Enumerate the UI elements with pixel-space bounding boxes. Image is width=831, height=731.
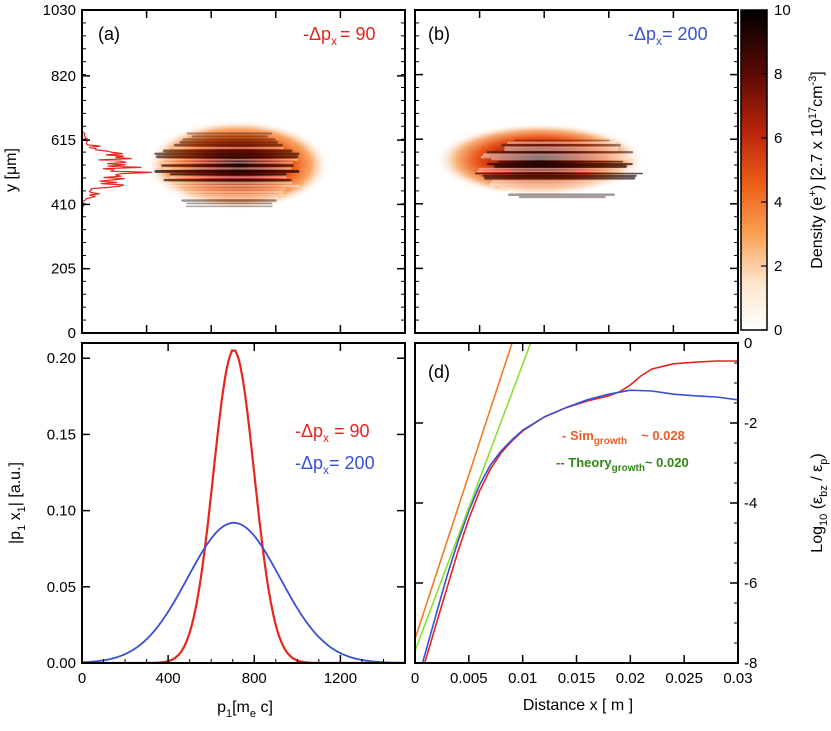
colorbar-gradient xyxy=(740,9,768,331)
series-line-orange xyxy=(415,343,513,640)
y-tick-label: 0.15 xyxy=(47,426,76,443)
panel-a-density: 0 205 410 615 820 1030 (a) -Δpx = 90 y [μm] xyxy=(3,2,406,342)
series-line-green xyxy=(415,343,532,652)
density-stripes-b xyxy=(474,139,644,201)
series-line-blue xyxy=(421,389,738,663)
annotation-theory-growth: -- Theorygrowth~ 0.020 xyxy=(556,455,689,474)
panel-c-frame xyxy=(81,342,406,664)
panel-b-annotation: -Δpx= 200 xyxy=(628,24,708,48)
y-tick-label: 0.20 xyxy=(47,350,76,367)
panel-c-momentum: 0 400 800 1200 0.00 0.05 0.10 0.15 0.20 -Δpx = 9… xyxy=(7,342,406,720)
x-tick-label: 0.005 xyxy=(450,670,488,687)
colorbar-tick-label: 2 xyxy=(774,258,782,275)
colorbar-tick-label: 0 xyxy=(774,322,782,339)
x-tick-label: 0.02 xyxy=(616,670,645,687)
x-tick-label: 0.01 xyxy=(508,670,537,687)
panel-d-label: (d) xyxy=(428,362,450,382)
legend-red: -Δpx = 90 xyxy=(295,421,370,445)
panel-a-ticks: 0 205 410 615 820 1030 xyxy=(43,2,405,342)
panel-a-annotation: -Δpx = 90 xyxy=(303,24,376,48)
x-tick-label: 0 xyxy=(78,670,86,687)
annotation-sim-growth: - Simgrowth ~ 0.028 xyxy=(562,428,685,447)
panel-d-y-axis-label: Log10 (εbz / εp) xyxy=(809,453,830,552)
y-tick-label: 0.05 xyxy=(47,579,76,596)
y-tick-label: 0 xyxy=(68,325,76,342)
x-tick-label: 400 xyxy=(156,670,181,687)
y-tick-label: 0.00 xyxy=(47,655,76,672)
series-line-blue xyxy=(82,521,405,663)
y-tick-label: 410 xyxy=(51,196,76,213)
x-tick-label: 0.015 xyxy=(558,670,596,687)
y-tick-label: -8 xyxy=(744,655,757,672)
x-tick-label: 0.025 xyxy=(665,670,703,687)
series-line-red xyxy=(423,360,738,663)
colorbar-tick-label: 4 xyxy=(774,194,782,211)
panel-b-label: (b) xyxy=(428,24,450,44)
y-tick-label: 205 xyxy=(51,261,76,278)
panel-a-label: (a) xyxy=(98,24,120,44)
y-tick-label: 615 xyxy=(51,132,76,149)
x-tick-label: 800 xyxy=(242,670,267,687)
y-tick-label: 0 xyxy=(744,335,752,352)
panel-a-frame xyxy=(81,9,406,334)
panel-b-density: (b) -Δpx= 200 xyxy=(414,9,739,334)
panel-b-ticks xyxy=(415,10,738,333)
density-stripes-a xyxy=(154,132,300,208)
colorbar-tick-label: 6 xyxy=(774,130,782,147)
y-profile-histogram xyxy=(82,10,152,333)
panel-d-x-axis-label: Distance x [ m ] xyxy=(523,697,633,714)
y-tick-label: -6 xyxy=(744,575,757,592)
y-tick-label: -2 xyxy=(744,415,757,432)
legend-blue: -Δpx= 200 xyxy=(295,453,375,477)
colorbar-label: Density (e+) [2.7 x 1017cm-3] xyxy=(807,71,826,268)
x-tick-label: 0 xyxy=(411,670,419,687)
panel-d-ticks: 0 0.005 0.01 0.015 0.02 0.025 0.03 0 -2 -4 -6 -8 xyxy=(411,335,758,687)
panel-d-frame xyxy=(414,342,739,664)
colorbar-tick-label: 10 xyxy=(774,2,791,19)
panel-c-ticks: 0 400 800 1200 0.00 0.05 0.10 0.15 0.20 xyxy=(47,343,406,687)
colorbar-ticks: 0 2 4 6 8 10 xyxy=(761,2,791,339)
colorbar-tick-label: 8 xyxy=(774,66,782,83)
panel-c-y-axis-label: |p1 x1| [a.u.] xyxy=(7,462,28,544)
colorbar: 0 2 4 6 8 10 Density (e+) [2.7 x 1017cm-3] xyxy=(740,2,826,339)
series-line-red xyxy=(82,349,405,663)
panel-a-y-axis-label: y [μm] xyxy=(3,148,20,192)
y-tick-label: 0.10 xyxy=(47,503,76,520)
y-tick-label: 820 xyxy=(51,68,76,85)
panel-c-x-axis-label: p1[me c] xyxy=(217,699,273,720)
panel-d-growth: 0 0.005 0.01 0.015 0.02 0.025 0.03 0 -2 -4 -6 -8 (d… xyxy=(411,335,830,714)
y-tick-label: 1030 xyxy=(43,2,76,19)
panel-b-frame xyxy=(414,9,739,334)
y-tick-label: -4 xyxy=(744,495,757,512)
x-tick-label: 1200 xyxy=(324,670,357,687)
x-tick-label: 0.03 xyxy=(723,670,752,687)
